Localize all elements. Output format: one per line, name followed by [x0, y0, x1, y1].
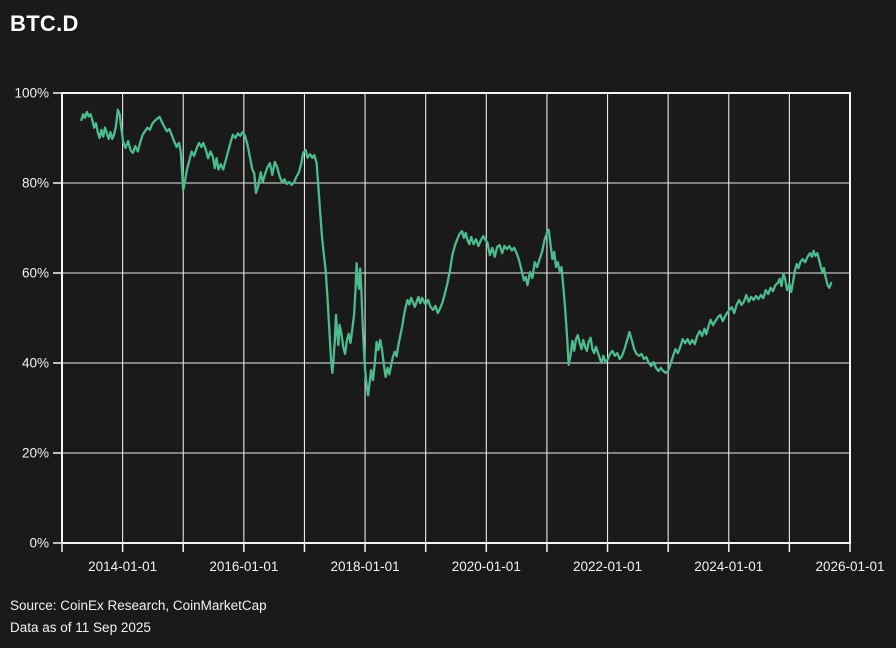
x-axis-tick-label: 2014-01-01 [88, 559, 157, 574]
y-axis-tick-label: 80% [22, 176, 49, 191]
y-axis-tick-label: 0% [29, 536, 49, 551]
x-axis-tick-label: 2020-01-01 [452, 559, 521, 574]
x-axis-tick-label: 2022-01-01 [573, 559, 642, 574]
y-axis-tick-label: 20% [22, 446, 49, 461]
plot-border [61, 92, 851, 544]
x-axis-tick-label: 2026-01-01 [815, 559, 884, 574]
source-line: Source: CoinEx Research, CoinMarketCap [10, 598, 267, 613]
y-axis-tick-label: 40% [22, 356, 49, 371]
data-as-of-line: Data as of 11 Sep 2025 [10, 620, 151, 635]
btc-dominance-line [80, 108, 833, 397]
x-axis-tick-label: 2018-01-01 [331, 559, 400, 574]
x-axis-tick-label: 2024-01-01 [694, 559, 763, 574]
page-title: BTC.D [10, 11, 79, 36]
x-axis-tick-label: 2016-01-01 [209, 559, 278, 574]
y-axis-tick-label: 60% [22, 266, 49, 281]
footer-note: Source: CoinEx Research, CoinMarketCap D… [10, 595, 267, 639]
y-axis-tick-label: 100% [14, 86, 49, 101]
